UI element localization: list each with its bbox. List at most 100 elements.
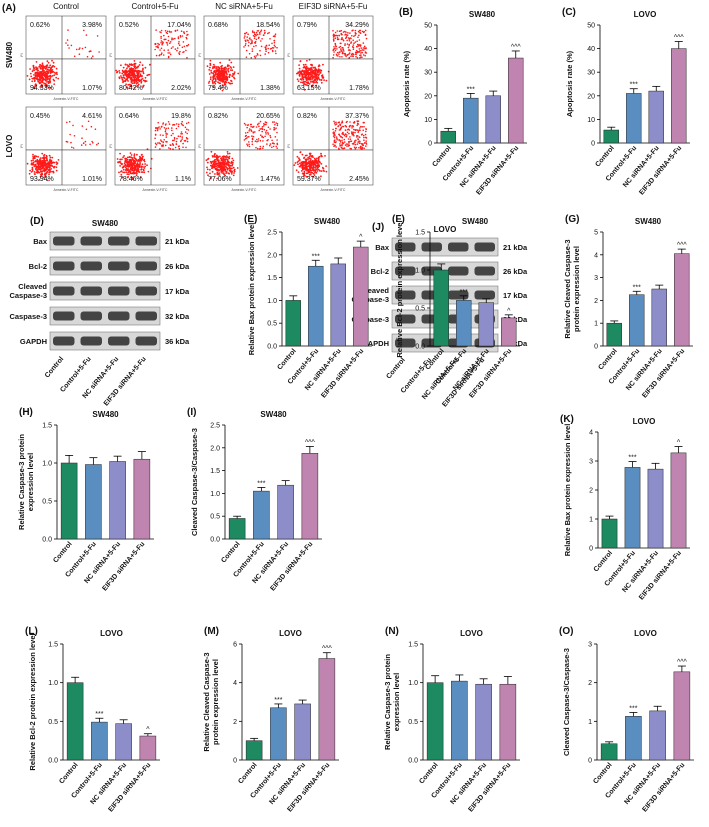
flow-event-dot xyxy=(336,38,339,41)
flow-event-dot xyxy=(308,162,311,165)
flow-event-dot xyxy=(312,163,315,165)
flow-event-dot xyxy=(41,172,43,175)
flow-event-dot xyxy=(159,142,161,145)
flow-event-dot xyxy=(356,122,359,125)
flow-event-dot xyxy=(125,169,127,172)
flow-event-dot xyxy=(343,138,346,141)
flow-event-dot xyxy=(135,80,138,83)
flow-event-dot xyxy=(175,140,178,143)
flow-event-dot xyxy=(265,121,268,124)
flow-event-dot xyxy=(228,75,231,78)
flow-event-dot xyxy=(334,47,336,50)
significance-marker: ^^^ xyxy=(674,35,685,42)
flow-event-dot xyxy=(313,174,316,177)
flow-event-dot xyxy=(349,147,352,150)
flow-event-dot xyxy=(178,53,181,56)
flow-event-dot xyxy=(335,146,338,148)
flow-event-dot xyxy=(304,67,307,70)
flow-event-dot xyxy=(96,143,98,146)
x-tick-label: EIF3D siRNA+5-Fu xyxy=(475,145,520,197)
flow-event-dot xyxy=(187,129,190,131)
flow-event-dot xyxy=(364,133,367,136)
flow-event-dot xyxy=(225,162,228,165)
quadrant-value-ur: 34.29% xyxy=(345,22,369,29)
flow-event-dot xyxy=(178,147,181,150)
bar xyxy=(478,302,494,347)
flow-event-dot xyxy=(124,79,127,82)
flow-event-dot xyxy=(209,172,211,175)
flow-event-dot xyxy=(251,137,254,140)
quadrant-value-lr: 2.02% xyxy=(171,85,191,92)
flow-event-dot xyxy=(340,38,343,41)
quadrant-value-ll: 94.33% xyxy=(30,85,54,92)
flow-event-dot xyxy=(142,67,144,70)
flow-event-dot xyxy=(320,155,323,158)
flow-event-dot xyxy=(208,69,211,71)
flow-event-dot xyxy=(172,143,174,146)
flow-event-dot xyxy=(273,129,275,131)
y-tick-label: 3 xyxy=(588,642,592,649)
flow-event-dot xyxy=(123,171,126,174)
flow-event-dot xyxy=(40,85,43,88)
flow-event-dot xyxy=(267,51,270,54)
flow-event-dot xyxy=(267,32,269,35)
flow-event-dot xyxy=(218,174,221,176)
flow-event-dot xyxy=(142,166,144,168)
flow-event-dot xyxy=(223,165,226,168)
flow-event-dot xyxy=(363,147,366,150)
flow-event-dot xyxy=(46,162,49,165)
flow-event-dot xyxy=(223,67,226,70)
blot-membrane-strip xyxy=(49,331,161,351)
flow-event-dot xyxy=(66,141,69,143)
flow-event-dot xyxy=(304,76,307,79)
flow-event-dot xyxy=(126,169,129,172)
flow-event-dot xyxy=(40,165,42,168)
y-tick-label: 0.0 xyxy=(408,758,418,765)
flow-event-dot xyxy=(318,169,321,172)
flow-event-dot xyxy=(361,51,364,54)
y-axis-label: protein expression level xyxy=(211,659,220,745)
flow-event-dot xyxy=(341,47,344,49)
flow-event-dot xyxy=(35,83,37,86)
flow-event-dot xyxy=(36,73,39,76)
y-axis-label: Cleaved Caspase-3/Caspase-3 xyxy=(562,648,571,756)
flow-event-dot xyxy=(183,32,186,35)
flow-event-dot xyxy=(43,160,45,163)
flow-event-dot xyxy=(32,159,34,162)
flow-event-dot xyxy=(339,124,342,126)
flow-event-dot xyxy=(157,142,159,144)
flow-event-dot xyxy=(316,168,318,171)
bar xyxy=(66,682,84,761)
flow-event-dot xyxy=(142,79,145,82)
quadrant-value-ll: 78.46% xyxy=(119,176,143,183)
flow-event-dot xyxy=(175,143,178,145)
flow-event-dot xyxy=(158,43,160,46)
flow-event-dot xyxy=(305,69,308,72)
flow-event-dot xyxy=(317,162,319,165)
flow-event-dot xyxy=(37,69,39,72)
flow-event-dot xyxy=(121,163,124,165)
flow-event-dot xyxy=(308,174,311,176)
flow-event-dot xyxy=(205,171,208,174)
flow-event-dot xyxy=(218,76,220,78)
flow-event-dot xyxy=(171,127,173,129)
flow-event-dot xyxy=(121,158,123,161)
bar xyxy=(603,129,619,144)
flow-event-dot xyxy=(213,153,216,156)
flow-event-dot xyxy=(165,123,167,125)
flow-event-dot xyxy=(338,46,341,49)
flow-event-dot xyxy=(214,165,217,167)
flow-event-dot xyxy=(186,34,188,36)
flow-event-dot xyxy=(70,141,72,144)
flow-event-dot xyxy=(139,73,142,76)
flow-event-dot xyxy=(263,128,266,131)
flow-event-dot xyxy=(336,51,339,54)
flow-event-dot xyxy=(308,170,311,173)
blot-title: SW480 xyxy=(92,219,119,228)
flow-event-dot xyxy=(360,47,363,49)
flow-event-dot xyxy=(136,85,138,87)
flow-event-dot xyxy=(274,46,277,48)
flow-event-dot xyxy=(335,123,338,125)
flow-event-dot xyxy=(221,76,224,79)
flow-event-dot xyxy=(273,41,276,44)
